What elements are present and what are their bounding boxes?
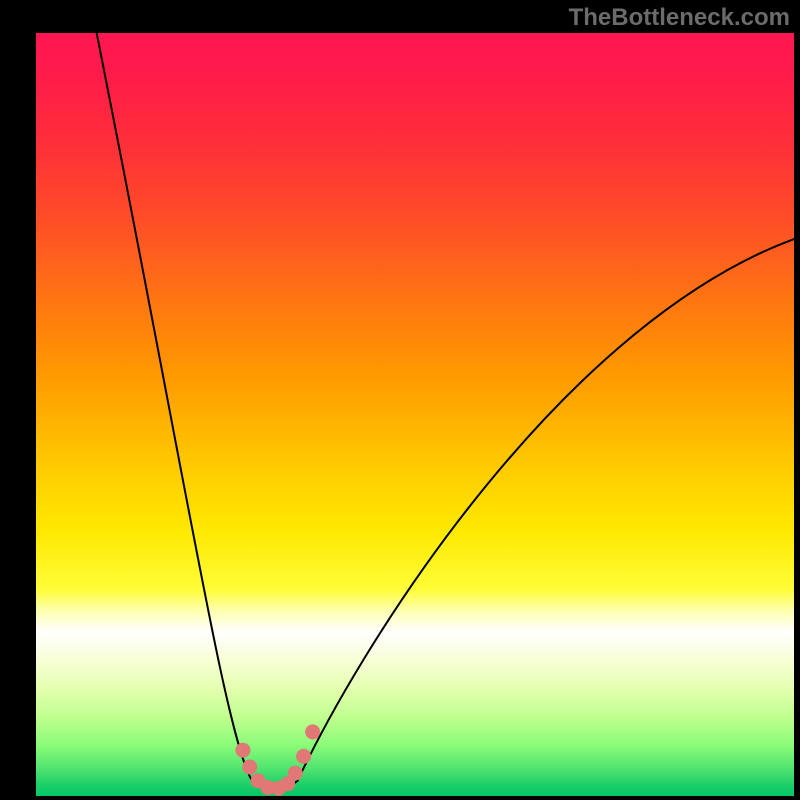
marker-point xyxy=(297,749,311,763)
bottleneck-plot xyxy=(36,33,794,796)
marker-point xyxy=(288,766,302,780)
watermark-text: TheBottleneck.com xyxy=(569,4,790,32)
marker-point xyxy=(306,725,320,739)
marker-point xyxy=(236,743,250,757)
marker-point xyxy=(243,760,257,774)
gradient-background xyxy=(36,33,794,796)
